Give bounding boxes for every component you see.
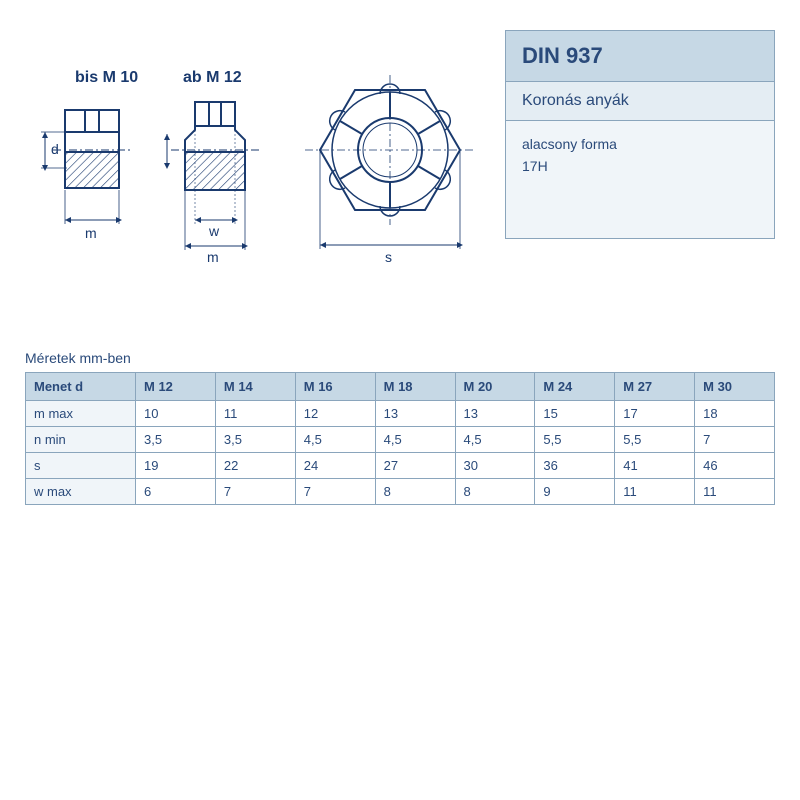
cell: 46 <box>695 453 775 479</box>
dim-w: w <box>208 223 220 239</box>
cell: 11 <box>695 479 775 505</box>
nut-diagram-svg: bis M 10 d m <box>25 50 485 310</box>
cell: 27 <box>375 453 455 479</box>
cell: 15 <box>535 401 615 427</box>
col-header: M 16 <box>295 373 375 401</box>
cell: 7 <box>215 479 295 505</box>
table-row: s1922242730364146 <box>26 453 775 479</box>
col-header: M 30 <box>695 373 775 401</box>
table-row: n min3,53,54,54,54,55,55,57 <box>26 427 775 453</box>
cell: 13 <box>455 401 535 427</box>
product-name: Koronás anyák <box>505 82 775 121</box>
cell: 22 <box>215 453 295 479</box>
top-section: bis M 10 d m <box>25 30 775 310</box>
cell: 12 <box>295 401 375 427</box>
desc-line-1: alacsony forma <box>522 133 758 155</box>
cell: 7 <box>295 479 375 505</box>
cell: 3,5 <box>215 427 295 453</box>
dimensions-table: Menet d M 12 M 14 M 16 M 18 M 20 M 24 M … <box>25 372 775 505</box>
label-bis: bis M 10 <box>75 69 138 86</box>
row-label: w max <box>26 479 136 505</box>
label-ab: ab M 12 <box>183 69 242 86</box>
cell: 18 <box>695 401 775 427</box>
table-row: w max6778891111 <box>26 479 775 505</box>
dim-m-2: m <box>207 249 219 265</box>
cell: 8 <box>455 479 535 505</box>
cell: 4,5 <box>375 427 455 453</box>
cell: 30 <box>455 453 535 479</box>
cell: 5,5 <box>615 427 695 453</box>
row-label: s <box>26 453 136 479</box>
col-header: M 27 <box>615 373 695 401</box>
cell: 8 <box>375 479 455 505</box>
cell: 5,5 <box>535 427 615 453</box>
dim-s: s <box>385 249 392 265</box>
table-caption: Méretek mm-ben <box>25 350 775 366</box>
technical-diagram: bis M 10 d m <box>25 30 485 310</box>
col-header: M 20 <box>455 373 535 401</box>
cell: 17 <box>615 401 695 427</box>
table-body: m max1011121313151718n min3,53,54,54,54,… <box>26 401 775 505</box>
cell: 4,5 <box>455 427 535 453</box>
cell: 3,5 <box>136 427 216 453</box>
info-panel: DIN 937 Koronás anyák alacsony forma 17H <box>505 30 775 310</box>
cell: 41 <box>615 453 695 479</box>
dim-m-1: m <box>85 225 97 241</box>
col-header: M 14 <box>215 373 295 401</box>
dim-d-1: d <box>51 141 59 157</box>
cell: 10 <box>136 401 216 427</box>
row-label: n min <box>26 427 136 453</box>
desc-line-2: 17H <box>522 155 758 177</box>
col-header: M 12 <box>136 373 216 401</box>
cell: 4,5 <box>295 427 375 453</box>
col-header: M 18 <box>375 373 455 401</box>
product-description: alacsony forma 17H <box>505 121 775 239</box>
table-row: m max1011121313151718 <box>26 401 775 427</box>
cell: 24 <box>295 453 375 479</box>
cell: 11 <box>215 401 295 427</box>
table-header-row: Menet d M 12 M 14 M 16 M 18 M 20 M 24 M … <box>26 373 775 401</box>
cell: 11 <box>615 479 695 505</box>
cell: 13 <box>375 401 455 427</box>
cell: 6 <box>136 479 216 505</box>
cell: 36 <box>535 453 615 479</box>
standard-title: DIN 937 <box>505 30 775 82</box>
header-first: Menet d <box>26 373 136 401</box>
col-header: M 24 <box>535 373 615 401</box>
cell: 19 <box>136 453 216 479</box>
row-label: m max <box>26 401 136 427</box>
cell: 7 <box>695 427 775 453</box>
cell: 9 <box>535 479 615 505</box>
